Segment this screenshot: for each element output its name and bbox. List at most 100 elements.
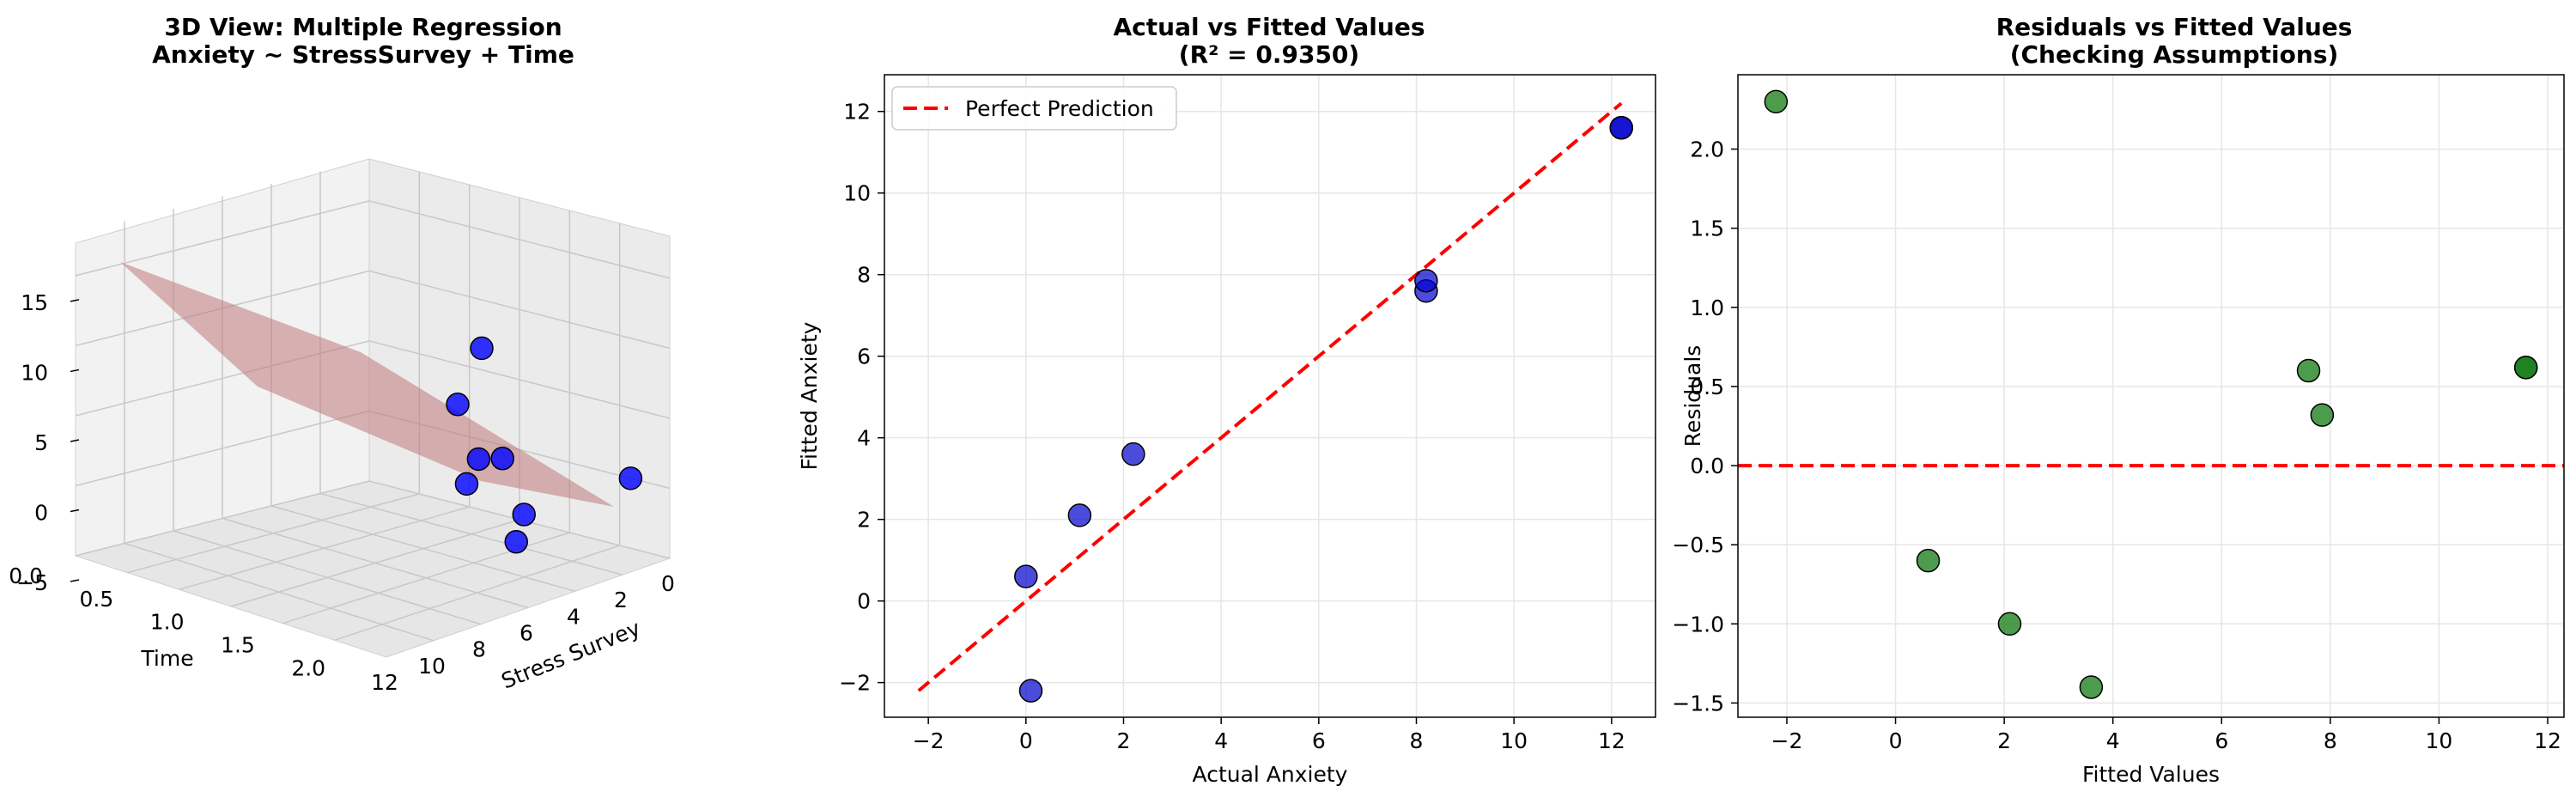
z-tick-mark [70,509,80,513]
point-3d [466,447,491,472]
panel-actual-fitted: Actual vs Fitted Values (R² = 0.9350) −2… [797,13,1656,787]
panel2-xtick-label: 12 [1598,728,1625,753]
panel2-ytick-label: 0 [857,589,871,614]
panel3-ytick-label: −1.5 [1672,691,1724,716]
panel2-grid [884,75,1656,717]
panel3-points [1764,89,2538,699]
legend-box [891,86,1177,131]
panel2-title-line2: (R² = 0.9350) [1179,40,1359,69]
panel2-ytick-label: 8 [857,263,871,288]
panel2-ytick-label: 6 [857,344,871,369]
panel3-data-point [2296,358,2321,383]
point-3d [454,472,479,496]
panel3-ytick-label: 0.0 [1690,454,1724,478]
time-tick-label: 0.0 [9,563,43,588]
time-tick-label: 0.5 [80,587,114,612]
grid-3d-line [75,200,671,279]
grid-3d-line [124,542,434,642]
panel3-ticks: −2 0 2 4 6 8 10 12 −1.5 −1.0 −0.5 0.0 0.5 1.0 1.5 2.0 [1672,137,2561,753]
panel2-ytick-label: 2 [857,508,871,533]
panel2-xtick-label: 10 [1500,728,1528,753]
z-tick-label: −5 [16,570,48,595]
panel3-xtick-label: 8 [2324,728,2337,753]
panel2-frame [884,74,1656,718]
panel3-xtick-label: 0 [1889,728,1903,753]
z-tick-mark [70,579,80,582]
panel2-xtick-label: 6 [1312,728,1326,753]
panel-3d: 3D View: Multiple Regression Anxiety ~ S… [9,13,675,695]
panel2-xtick-label: 2 [1117,728,1131,753]
panel2-ylabel: Fitted Anxiety [797,321,822,470]
regression-plane [120,262,614,507]
panel3-ytick-label: 1.5 [1690,216,1724,241]
grid-3d-line [75,270,671,350]
panel2-points [1014,115,1633,703]
stress-tick-label: 4 [567,604,580,629]
panel3-data-point [1764,89,1789,114]
panel2-xtick-label: 4 [1214,728,1228,753]
panel2-data-point [1121,442,1145,466]
legend-label: Perfect Prediction [965,96,1154,121]
stress-tick-label: 12 [371,670,398,695]
panel3-xlabel: Fitted Values [2082,762,2220,787]
panel3-data-point [1916,548,1941,573]
panel2-ticks: −2 −2 0 0 2 2 4 4 6 6 8 8 10 10 12 12 [839,100,1625,753]
z-tick-label: 5 [34,430,48,455]
panel2-title-line1: Actual vs Fitted Values [1114,13,1425,41]
point-3d [618,466,643,490]
z-tick-label: 0 [34,500,48,525]
stress-tick-label: 2 [614,588,628,612]
panel3-ylabel: Residuals [1680,345,1705,448]
stress-tick-label: 8 [472,637,486,662]
panel3-grid [1738,75,2564,717]
grid-3d-line [75,340,671,419]
panel3-xtick-label: 4 [2106,728,2120,753]
point-3d [512,502,536,527]
time-tick-label: 1.5 [221,632,255,657]
panel3-xtick-label: 12 [2534,728,2561,753]
panel2-ytick-label: 10 [843,181,871,206]
point-3d [490,447,514,471]
stress-tick-label: 0 [661,571,675,596]
panel2-xlabel: Actual Anxiety [1193,762,1348,787]
point-3d [470,336,494,361]
panel3-ytick-label: 2.0 [1690,137,1724,162]
panel3-xtick-label: 6 [2215,728,2228,753]
panel3-data-point [2310,403,2335,427]
time-tick-label: 2.0 [291,655,325,680]
panel2-ytick-label: 12 [843,100,871,125]
panel2-xtick-label: 0 [1019,728,1033,753]
panel3-ytick-label: −1.0 [1672,612,1724,636]
z-tick-mark [70,368,80,373]
panel2-data-point [1414,269,1438,293]
perfect-prediction-line [917,101,1623,692]
panel2-legend: Perfect Prediction [891,86,1177,131]
panel3-ytick-label: 0.5 [1690,375,1724,399]
panel3-data-point [2079,675,2104,699]
panel3-ytick-label: −0.5 [1672,533,1724,557]
panel2-ytick-label: 4 [857,426,871,451]
panel3-frame [1737,74,2565,718]
panel3-title-line1: Residuals vs Fitted Values [1996,13,2353,41]
panel3-data-point [1997,612,2022,636]
panel3-title-line2: (Checking Assumptions) [2010,40,2339,69]
z-tick-mark [70,299,80,302]
panel-residuals: Residuals vs Fitted Values (Checking Ass… [1672,13,2565,787]
ticks-3d: 15 10 5 0 −50.0 0.5 1.0 1.5 2.0 0 2 4 6 8 10 12 [9,290,675,695]
time-tick-label: 1.0 [150,610,185,635]
panel-3d-title-line2: Anxiety ~ StressSurvey + Time [152,40,574,69]
z-tick-mark [70,439,80,442]
points-3d [446,336,643,554]
point-3d [446,393,470,417]
panel3-xtick-label: 2 [1997,728,2011,753]
panel2-ytick-label: −2 [839,671,871,696]
panel3-ytick-label: 1.0 [1690,295,1724,320]
stress-tick-label: 10 [418,654,446,679]
panel3-xtick-label: 10 [2426,728,2453,753]
point-3d [504,530,528,554]
panel2-xtick-label: −2 [913,728,945,753]
panel2-data-point [1018,679,1043,703]
panel3-xtick-label: −2 [1771,728,1803,753]
panel-3d-title-line1: 3D View: Multiple Regression [164,13,562,41]
